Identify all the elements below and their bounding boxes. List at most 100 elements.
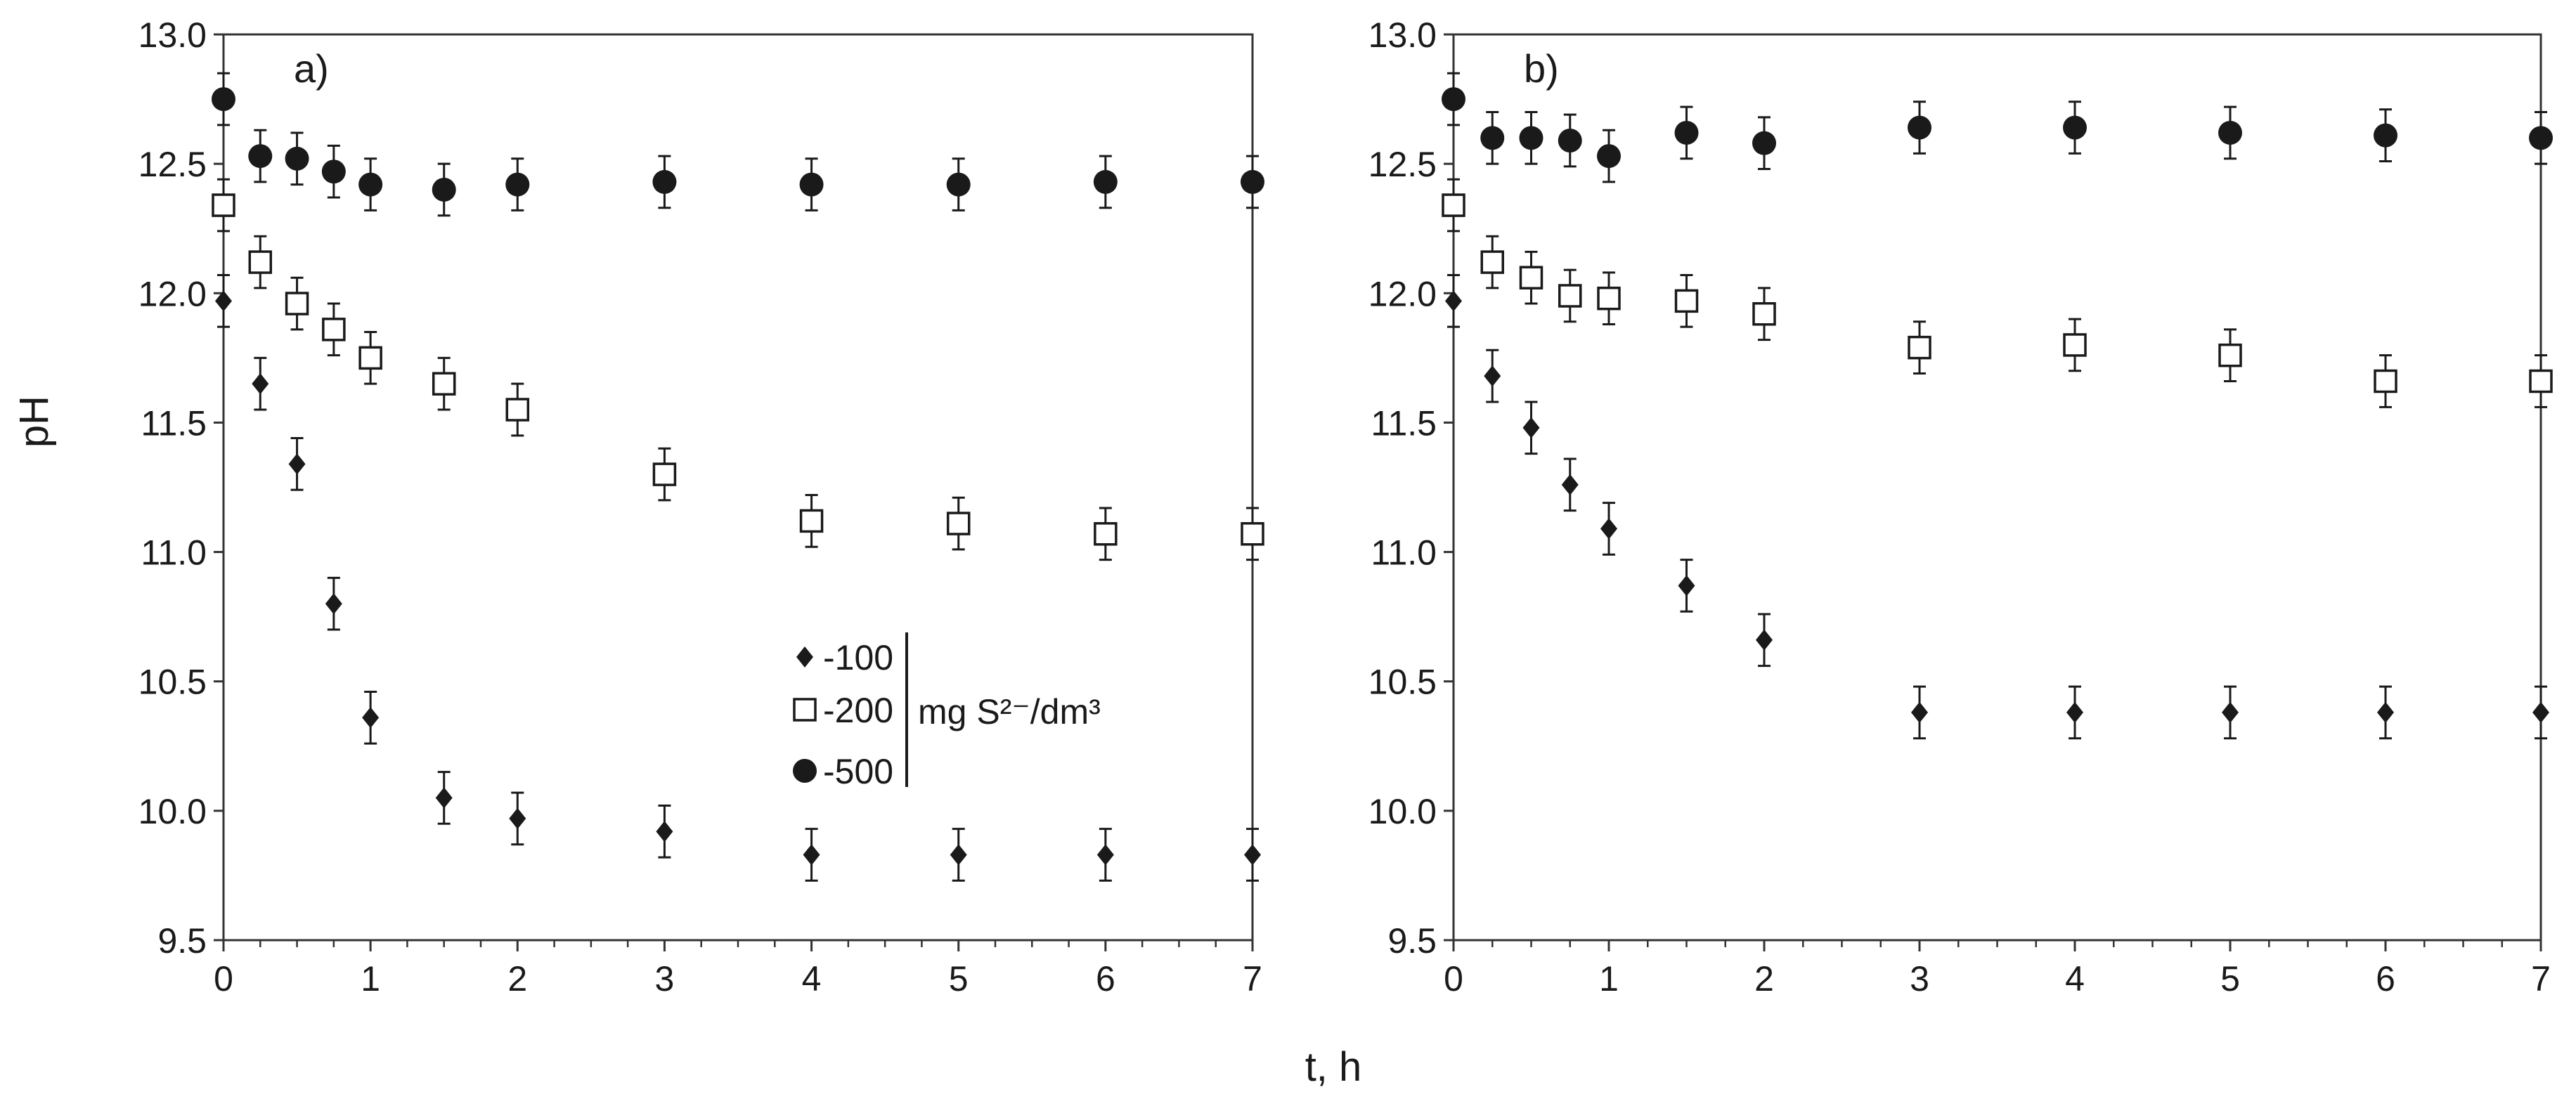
x-tick-label: 7 [1243, 959, 1262, 998]
data-point [950, 844, 967, 866]
data-point [803, 844, 820, 866]
x-tick-label: 2 [507, 959, 527, 998]
y-tick-label: 10.5 [138, 663, 207, 702]
chart-panel-a: 9.5 10.0 10.5 11.0 11.5 12.0 12.5 13.0 0 1 2 3 4 5 6 7 a… [138, 15, 1264, 998]
data-point [652, 169, 677, 194]
y-tick-label: 11.5 [141, 403, 207, 443]
data-point [362, 707, 380, 729]
data-point [322, 318, 346, 341]
y-tick-label: 10.0 [1368, 792, 1437, 831]
data-point [1480, 126, 1505, 150]
y-tick-label: 11.5 [1371, 403, 1437, 443]
legend-marker-circle [793, 759, 817, 783]
data-point [1241, 522, 1264, 546]
data-point [1674, 120, 1699, 145]
x-tick-label: 5 [949, 959, 969, 998]
data-point [321, 160, 346, 184]
y-tick-label: 9.5 [157, 921, 207, 961]
data-point [252, 373, 269, 395]
data-point [1600, 518, 1617, 540]
data-point [1442, 193, 1465, 217]
data-point [1597, 286, 1621, 311]
data-point [358, 172, 383, 197]
y-tick-label: 13.0 [138, 15, 207, 55]
x-tick-label: 1 [361, 959, 380, 998]
data-point [799, 509, 824, 533]
data-point [1597, 144, 1621, 169]
legend-marker-square-open [793, 698, 817, 722]
data-point [2374, 369, 2397, 393]
data-point [2222, 701, 2239, 723]
data-point [1445, 290, 1462, 312]
data-point [2529, 369, 2553, 393]
data-point [1094, 522, 1118, 546]
legend-label: -500 [823, 752, 893, 791]
x-tick-label: 2 [1754, 959, 1774, 998]
y-tick-label: 11.0 [1371, 533, 1437, 573]
x-tick-label: 3 [1910, 959, 1929, 998]
data-point [1522, 417, 1540, 438]
y-tick-label: 10.5 [1368, 663, 1437, 702]
data-point [1908, 335, 1931, 360]
data-point [2218, 343, 2242, 367]
series-minus200 [212, 178, 1264, 561]
data-point [2218, 120, 2242, 145]
data-point [2063, 115, 2087, 140]
data-point [1484, 365, 1501, 387]
x-axis-title: t, h [1305, 1044, 1362, 1090]
series-minus100 [215, 274, 1261, 882]
data-point [1756, 629, 1773, 651]
plot-frame [1452, 33, 2542, 942]
panel-label: a) [294, 46, 329, 91]
data-point [212, 193, 235, 217]
data-point [652, 462, 677, 486]
chart-panel-b: 9.5 10.0 10.5 11.0 11.5 12.0 12.5 13.0 0 1 2 3 4 5 6 7 b… [1368, 15, 2553, 998]
data-point [505, 172, 530, 197]
data-point [358, 346, 382, 370]
data-point [505, 398, 530, 422]
data-point [946, 172, 971, 197]
series-minus200 [1442, 178, 2553, 408]
data-point [1908, 115, 1931, 140]
x-tick-label: 4 [2065, 959, 2085, 998]
series-minus500 [212, 72, 1264, 217]
data-point [435, 787, 453, 809]
data-point [1674, 289, 1699, 313]
y-tick-label: 12.0 [1368, 274, 1437, 313]
data-point [432, 372, 456, 396]
y-tick-label: 9.5 [1387, 921, 1437, 961]
data-point [946, 512, 971, 535]
data-point [248, 144, 273, 169]
data-point [1678, 575, 1695, 597]
data-point [1442, 87, 1465, 112]
data-point [2063, 333, 2087, 357]
data-point [1480, 250, 1504, 274]
x-tick-label: 0 [214, 959, 233, 998]
data-point [1752, 131, 1776, 155]
y-axis-title: pH [11, 396, 57, 448]
data-point [1241, 169, 1264, 194]
x-tick-label: 6 [1096, 959, 1115, 998]
data-point [2532, 701, 2549, 723]
legend-label: -200 [823, 691, 893, 730]
data-point [2066, 701, 2083, 723]
y-tick-label: 12.0 [138, 274, 207, 313]
panel-label: b) [1524, 46, 1559, 91]
legend: -100 -200 -500 mg S²⁻/dm³ [793, 632, 1101, 791]
data-point [2377, 701, 2394, 723]
data-point [656, 821, 673, 842]
y-tick-label: 12.5 [1368, 145, 1437, 184]
x-tick-label: 7 [2531, 959, 2551, 998]
data-point [1558, 128, 1582, 152]
x-tick-label: 1 [1599, 959, 1619, 998]
data-point [509, 807, 526, 829]
series-minus500 [1442, 72, 2553, 183]
data-point [1093, 169, 1118, 194]
x-tick-label: 6 [2376, 959, 2395, 998]
data-point [248, 250, 273, 274]
data-point [212, 87, 235, 112]
x-tick-label: 4 [802, 959, 822, 998]
panels: 9.5 10.0 10.5 11.0 11.5 12.0 12.5 13.0 0 1 2 3 4 5 6 7 a… [138, 15, 2553, 998]
